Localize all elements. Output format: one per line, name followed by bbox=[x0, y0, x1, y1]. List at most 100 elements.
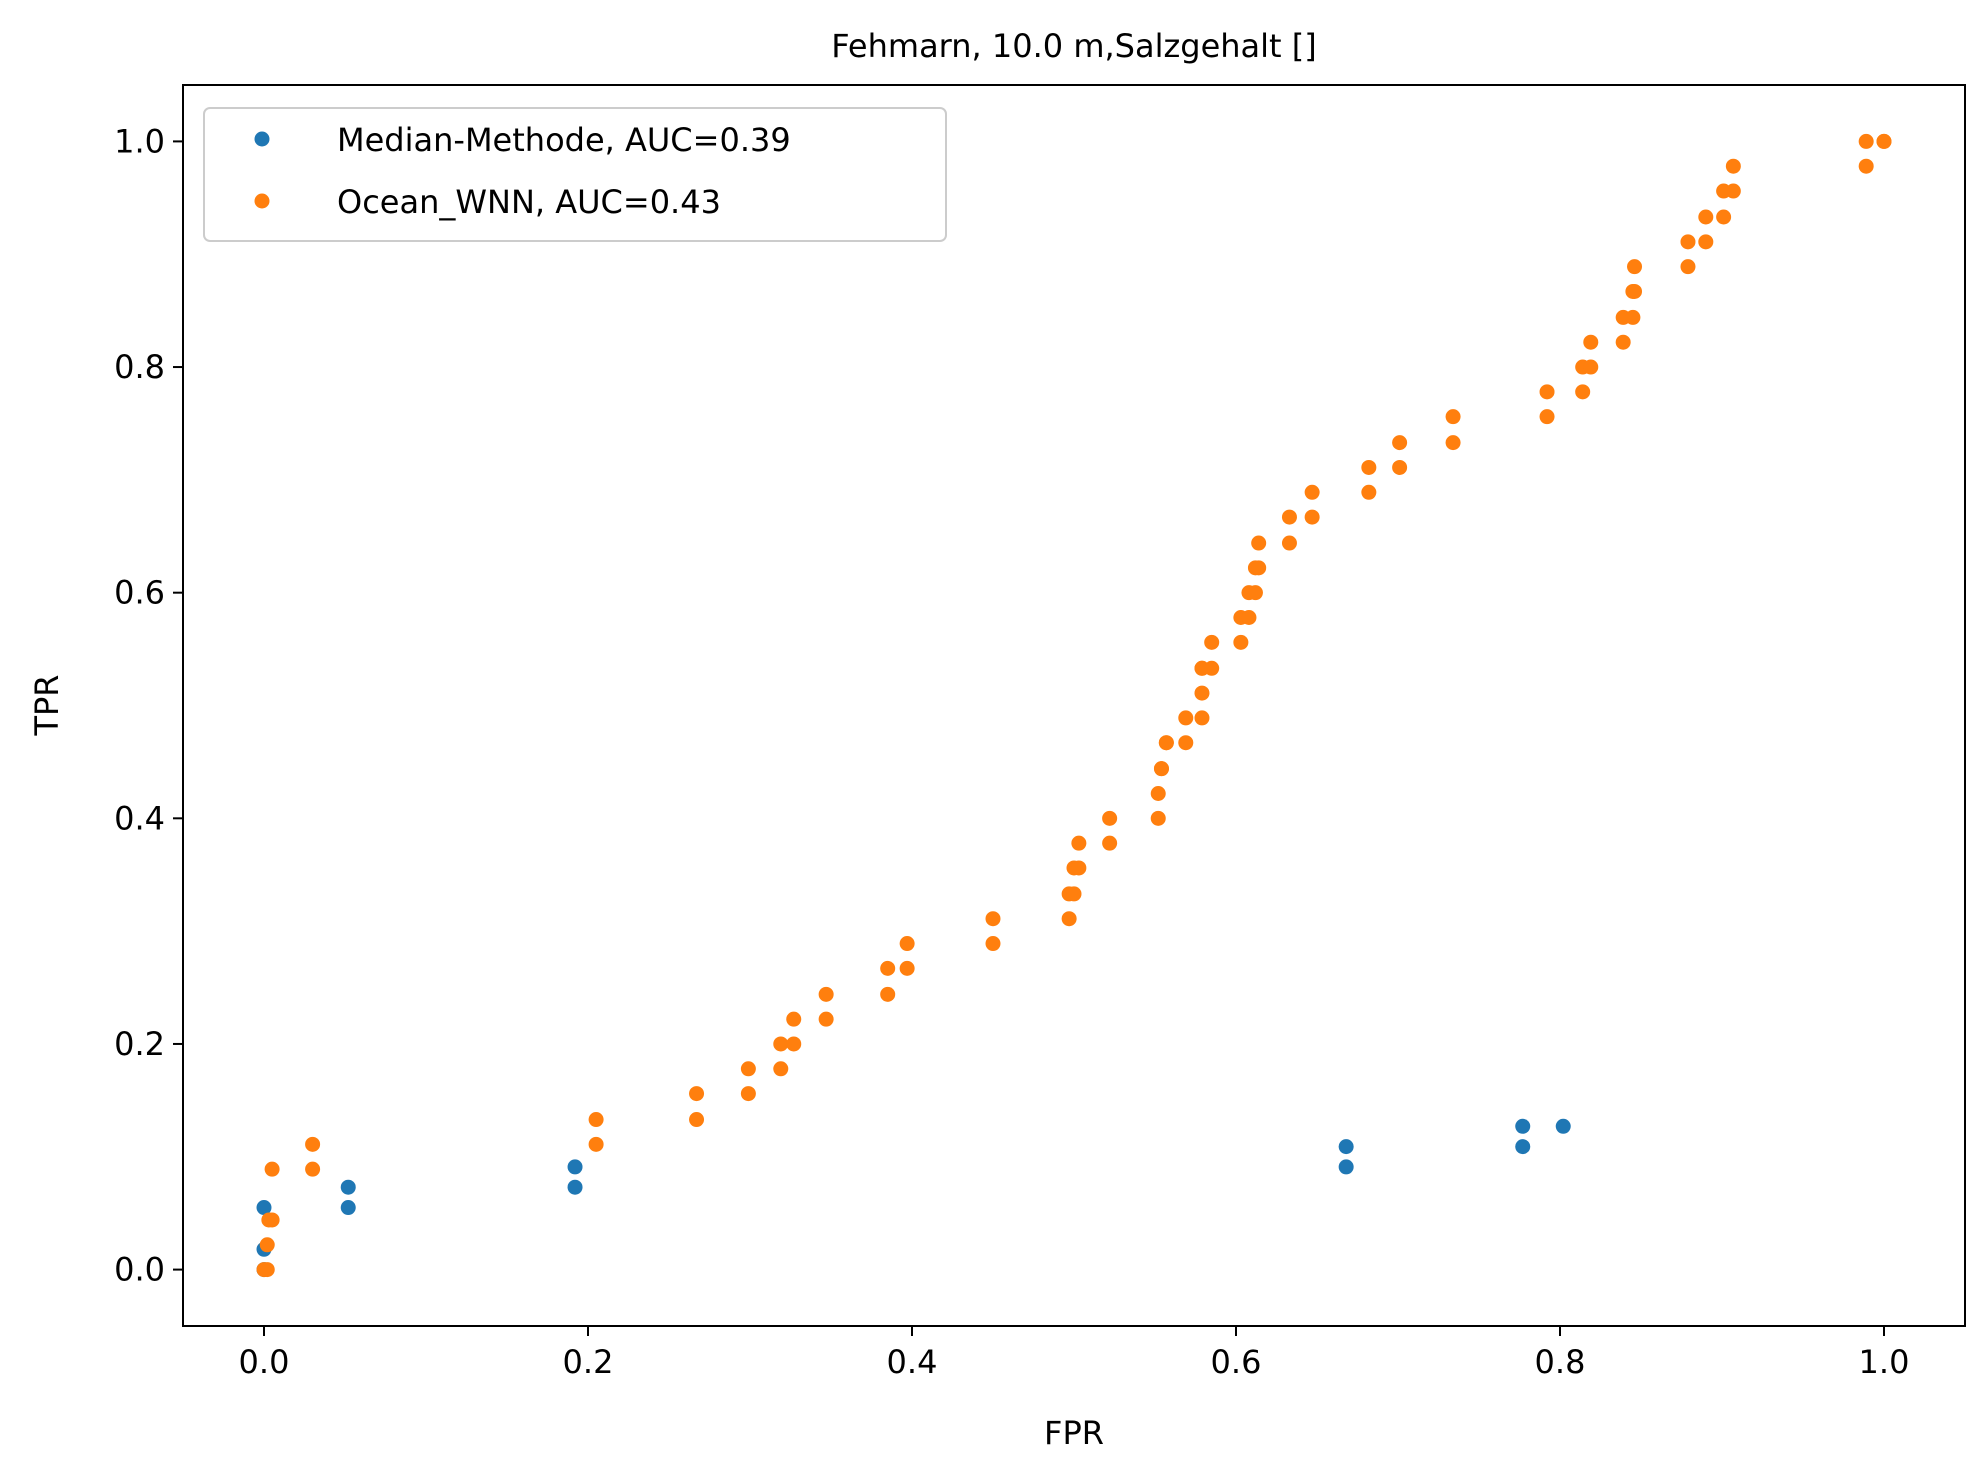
data-point bbox=[1251, 535, 1267, 551]
data-point bbox=[1071, 860, 1087, 876]
y-tick-label: 0.0 bbox=[114, 1251, 165, 1289]
data-point bbox=[1178, 710, 1194, 726]
data-point bbox=[985, 936, 1001, 952]
data-point bbox=[1539, 409, 1555, 425]
y-tick-label: 1.0 bbox=[114, 122, 165, 160]
data-point bbox=[1338, 1139, 1354, 1155]
data-point bbox=[1251, 560, 1267, 576]
data-point bbox=[1583, 334, 1599, 350]
data-point bbox=[786, 1036, 802, 1052]
data-point bbox=[1627, 283, 1643, 299]
data-point bbox=[259, 1237, 275, 1253]
data-point bbox=[1392, 435, 1408, 451]
data-point bbox=[1150, 785, 1166, 801]
data-point bbox=[1102, 835, 1118, 851]
data-point bbox=[1680, 259, 1696, 275]
data-point bbox=[1876, 133, 1892, 149]
data-point bbox=[689, 1086, 705, 1102]
data-point bbox=[264, 1161, 280, 1177]
data-point bbox=[588, 1112, 604, 1128]
data-point bbox=[1061, 911, 1077, 927]
data-point bbox=[1247, 585, 1263, 601]
data-point bbox=[256, 1200, 272, 1216]
data-point bbox=[1445, 409, 1461, 425]
data-point bbox=[1615, 334, 1631, 350]
data-point bbox=[1194, 710, 1210, 726]
data-point bbox=[1698, 209, 1714, 225]
data-point bbox=[1515, 1139, 1531, 1155]
data-point bbox=[567, 1179, 583, 1195]
data-point bbox=[786, 1011, 802, 1027]
data-point bbox=[264, 1212, 280, 1228]
data-point bbox=[1204, 660, 1220, 676]
data-point bbox=[305, 1136, 321, 1152]
data-point bbox=[1304, 509, 1320, 525]
data-point bbox=[1698, 234, 1714, 250]
plot-frame bbox=[182, 84, 1966, 1327]
data-point bbox=[1361, 484, 1377, 500]
x-tick-label: 1.0 bbox=[1859, 1343, 1910, 1381]
data-point bbox=[899, 936, 915, 952]
data-point bbox=[773, 1036, 789, 1052]
x-tick-label: 0.2 bbox=[563, 1343, 614, 1381]
data-point bbox=[985, 911, 1001, 927]
x-tick-label: 0.6 bbox=[1211, 1343, 1262, 1381]
x-axis: 0.0 0.2 0.4 0.6 0.8 1.0 bbox=[239, 1326, 1910, 1381]
series-1 bbox=[256, 133, 1892, 1278]
data-point bbox=[567, 1159, 583, 1175]
data-point bbox=[340, 1179, 356, 1195]
data-point bbox=[773, 1061, 789, 1077]
data-point bbox=[740, 1086, 756, 1102]
data-point bbox=[1158, 735, 1174, 751]
data-point bbox=[1150, 810, 1166, 826]
data-point bbox=[305, 1161, 321, 1177]
data-point bbox=[689, 1112, 705, 1128]
data-point bbox=[1204, 634, 1220, 650]
data-point bbox=[1102, 810, 1118, 826]
data-point bbox=[1233, 634, 1249, 650]
data-point bbox=[1281, 509, 1297, 525]
data-point bbox=[1575, 384, 1591, 400]
y-tick-label: 0.4 bbox=[114, 799, 165, 837]
data-point bbox=[1858, 133, 1874, 149]
legend-marker-median-methode bbox=[254, 131, 270, 147]
data-point bbox=[1241, 610, 1257, 626]
data-point bbox=[1445, 435, 1461, 451]
data-point bbox=[1071, 835, 1087, 851]
data-point bbox=[1066, 886, 1082, 902]
data-point bbox=[899, 960, 915, 976]
y-axis: 0.0 0.2 0.4 0.6 0.8 1.0 bbox=[114, 122, 183, 1289]
data-point bbox=[740, 1061, 756, 1077]
data-point bbox=[1153, 761, 1169, 777]
data-point bbox=[340, 1200, 356, 1216]
data-point bbox=[1392, 459, 1408, 475]
legend-box bbox=[203, 107, 947, 242]
y-tick-label: 0.2 bbox=[114, 1025, 165, 1063]
data-point bbox=[1178, 735, 1194, 751]
x-tick-label: 0.4 bbox=[887, 1343, 938, 1381]
data-point bbox=[1716, 209, 1732, 225]
data-point bbox=[880, 960, 896, 976]
data-point bbox=[880, 986, 896, 1002]
data-point bbox=[1627, 259, 1643, 275]
data-point bbox=[1858, 158, 1874, 174]
points-layer bbox=[256, 133, 1892, 1278]
data-point bbox=[259, 1262, 275, 1278]
data-point bbox=[1583, 359, 1599, 375]
data-point bbox=[1680, 234, 1696, 250]
legend-label-ocean-wnn: Ocean_WNN, AUC=0.43 bbox=[337, 183, 721, 221]
data-point bbox=[1194, 685, 1210, 701]
data-point bbox=[818, 986, 834, 1002]
y-tick-label: 0.6 bbox=[114, 574, 165, 612]
x-tick-label: 0.8 bbox=[1535, 1343, 1586, 1381]
data-point bbox=[818, 1011, 834, 1027]
data-point bbox=[1338, 1159, 1354, 1175]
data-point bbox=[1725, 158, 1741, 174]
data-point bbox=[1725, 183, 1741, 199]
x-axis-label: FPR bbox=[1044, 1414, 1104, 1452]
data-point bbox=[588, 1136, 604, 1152]
data-point bbox=[1304, 484, 1320, 500]
